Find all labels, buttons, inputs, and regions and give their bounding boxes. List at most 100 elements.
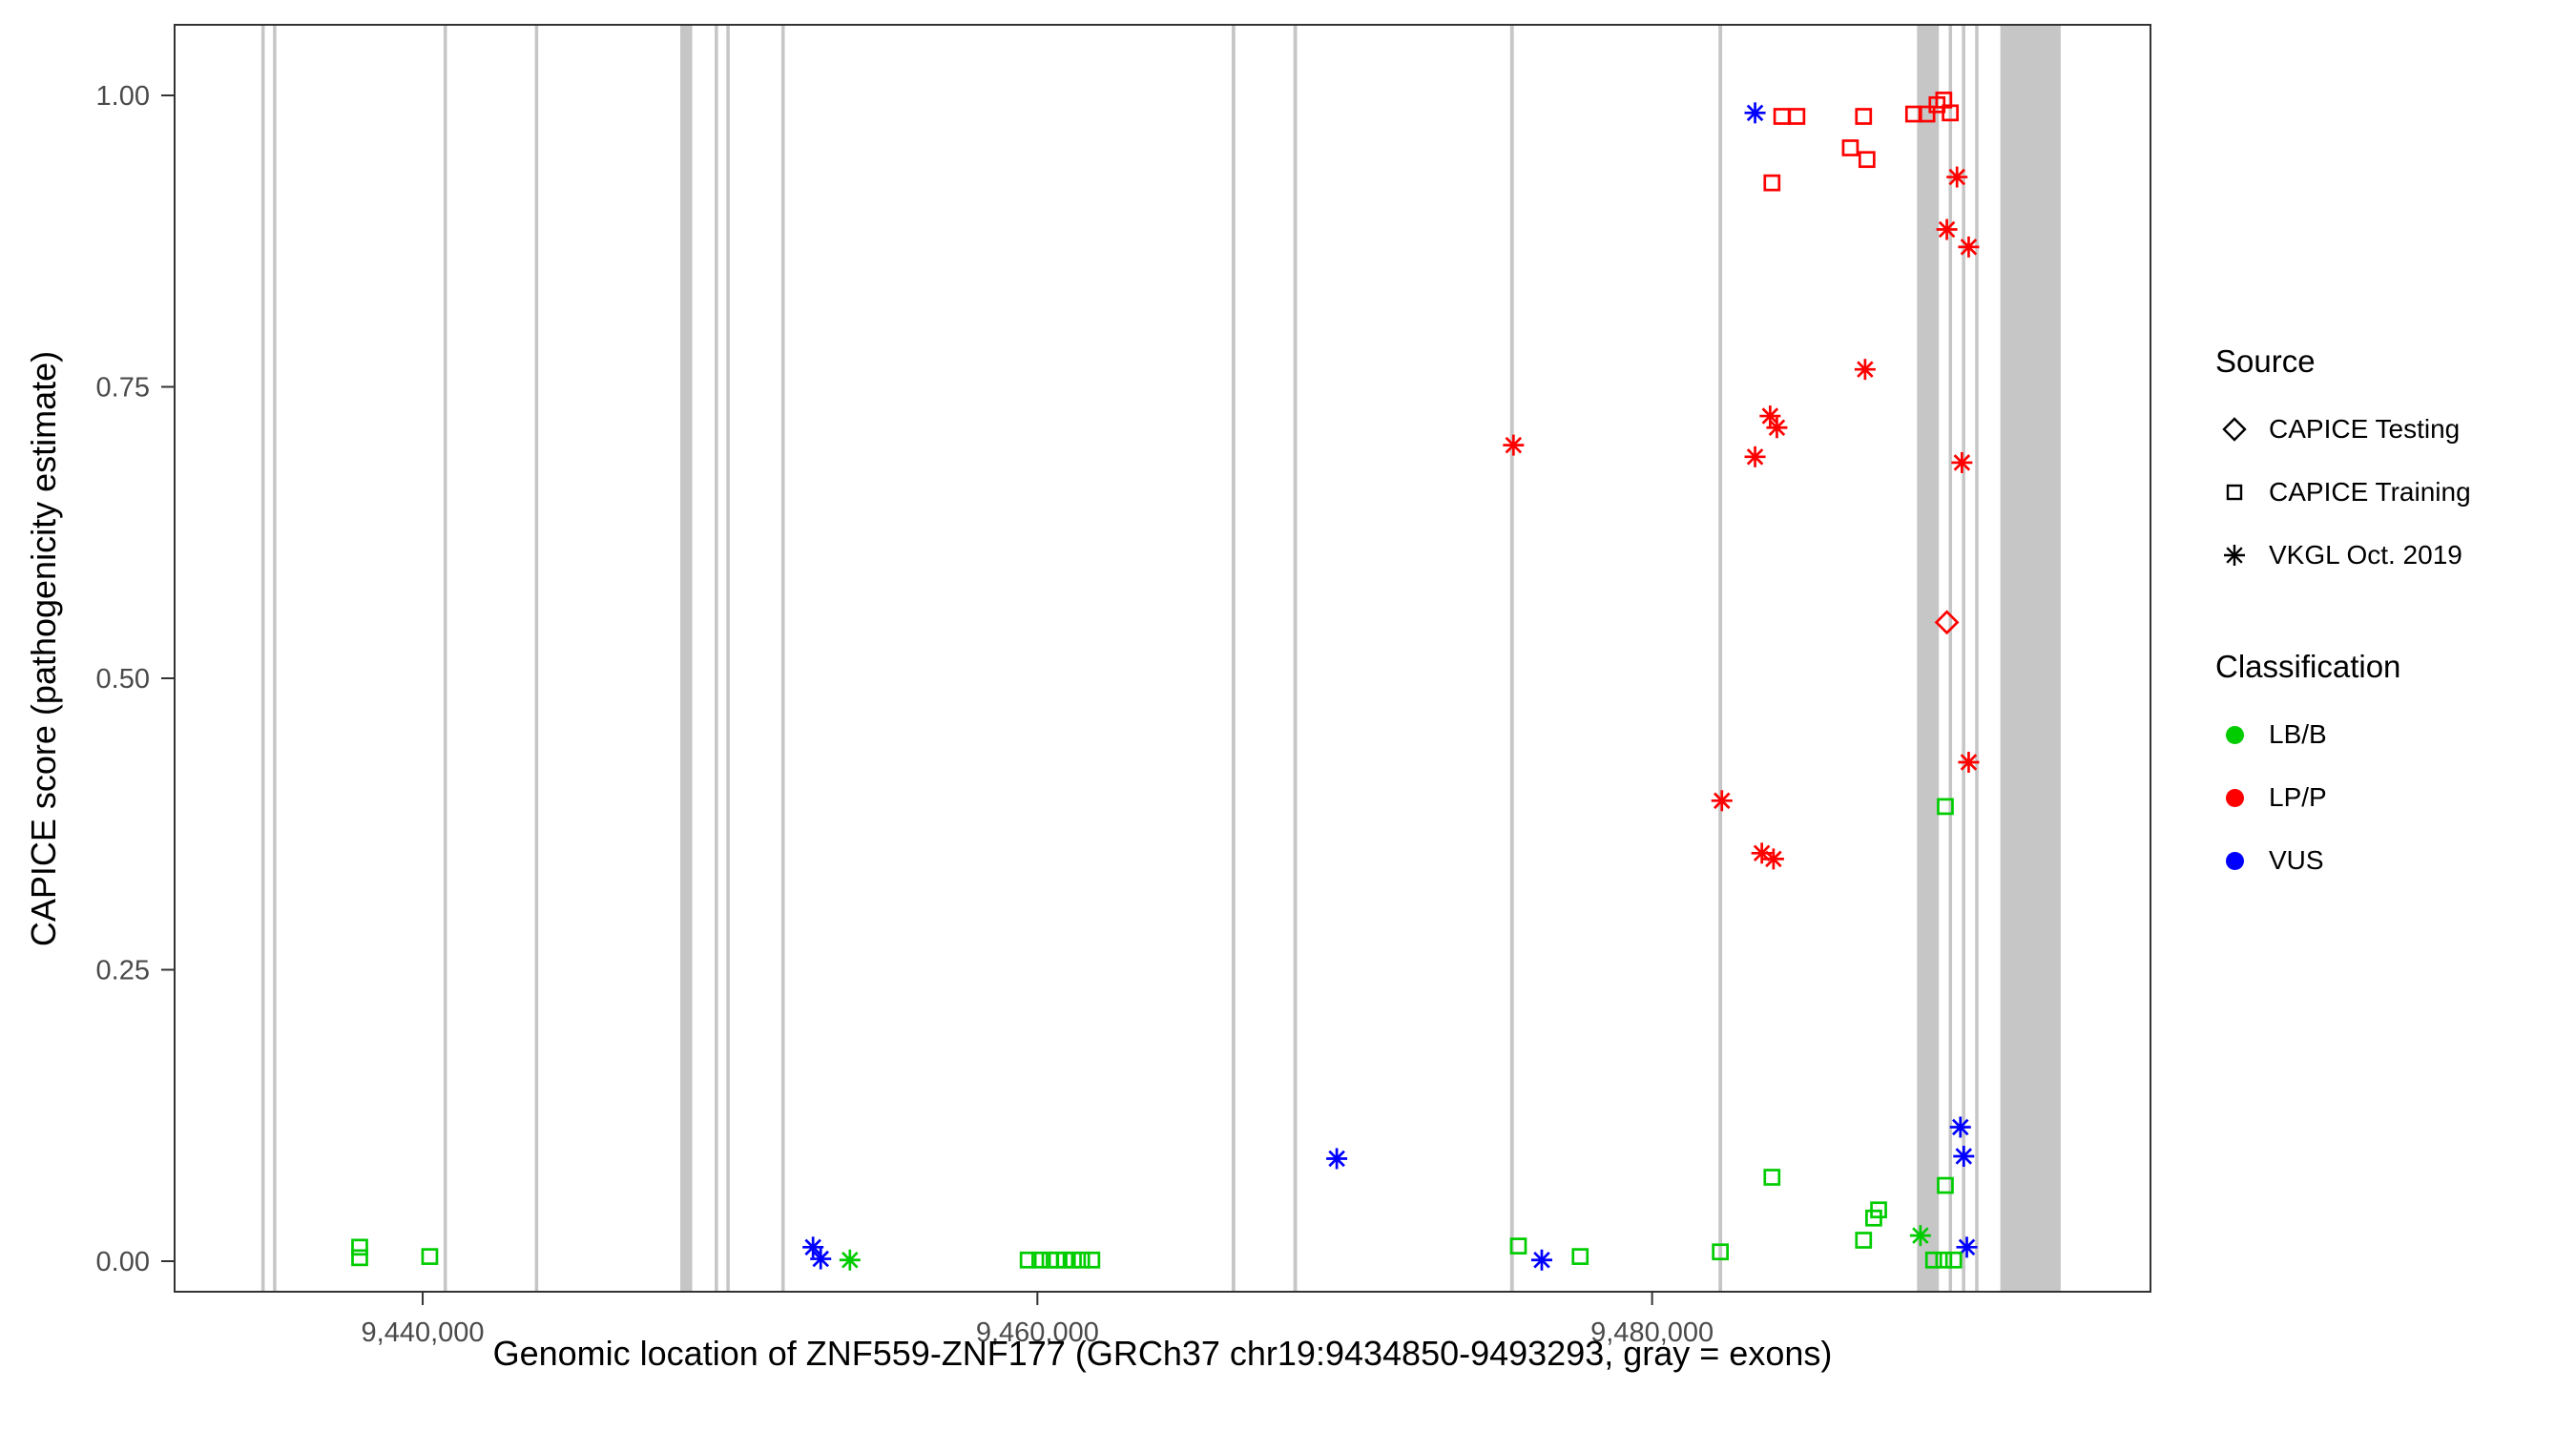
legend-item-label: VUS: [2269, 845, 2324, 875]
legend-item-capice-training: CAPICE Training: [2215, 467, 2471, 517]
data-point-square: [1937, 1176, 1954, 1194]
exon-bar: [273, 25, 277, 1292]
exon-bar: [1962, 25, 1965, 1292]
legend-item-label: LP/P: [2269, 782, 2327, 812]
legend-item-label: LB/B: [2269, 719, 2327, 749]
data-point-square: [1858, 151, 1876, 169]
diamond-icon: [2215, 415, 2254, 444]
exon-bar: [726, 25, 730, 1292]
exon-bar: [260, 25, 265, 1292]
red-dot-icon: [2215, 788, 2254, 807]
legend-classification-title: Classification: [2215, 649, 2401, 684]
data-point-square: [1773, 108, 1791, 125]
exon-bar: [715, 25, 718, 1292]
exon-bar: [1917, 25, 1940, 1292]
data-point-square: [1855, 108, 1873, 125]
data-point-square: [351, 1238, 368, 1256]
y-tick-label: 0.50: [96, 664, 150, 695]
data-point-square: [351, 1249, 368, 1267]
legend: Source CAPICE Testing CAPICE Training: [2215, 343, 2471, 899]
exon-bar: [443, 25, 447, 1292]
data-point-square: [1944, 1251, 1963, 1269]
data-point-asterisk: [1951, 1118, 1969, 1136]
exon-bar: [1718, 25, 1723, 1292]
data-point-asterisk: [1533, 1252, 1550, 1269]
y-tick-label: 0.75: [96, 373, 150, 404]
exon-bar: [1293, 25, 1298, 1292]
y-axis-title: CAPICE score (pathogenicity estimate): [24, 350, 63, 947]
square-icon: [2215, 478, 2254, 507]
exon-bar: [1948, 25, 1953, 1292]
data-point-asterisk: [1328, 1150, 1345, 1168]
exon-bar: [1231, 25, 1236, 1292]
data-point-asterisk: [1955, 1148, 1973, 1165]
data-point-asterisk: [1505, 436, 1523, 454]
data-point-asterisk: [1765, 850, 1782, 868]
data-point-square: [1855, 1232, 1873, 1249]
data-point-diamond: [1934, 610, 1960, 635]
exon-bar: [2000, 25, 2061, 1292]
y-tick-label: 1.00: [96, 81, 150, 112]
legend-item-capice-testing: CAPICE Testing: [2215, 404, 2471, 454]
data-point-asterisk: [1960, 754, 1978, 771]
y-tick-label: 0.25: [96, 956, 150, 986]
legend-classification: Classification LB/B LP/P VUS: [2215, 649, 2471, 885]
data-point-asterisk: [1948, 168, 1965, 186]
data-point-asterisk: [1753, 844, 1771, 862]
x-axis-title: Genomic location of ZNF559-ZNF177 (GRCh3…: [492, 1334, 1833, 1373]
green-dot-icon: [2215, 725, 2254, 744]
data-point-asterisk: [1960, 238, 1978, 256]
legend-item-label: CAPICE Testing: [2269, 414, 2461, 444]
data-point-square: [1918, 105, 1936, 123]
data-point-square: [1019, 1251, 1037, 1269]
data-point-square: [1924, 1251, 1942, 1269]
exon-bar: [679, 25, 693, 1292]
data-point-square: [1712, 1243, 1730, 1261]
data-point-square: [1031, 1251, 1049, 1269]
legend-item-vus: VUS: [2215, 836, 2471, 885]
data-point-square: [1763, 174, 1781, 192]
legend-item-vkgl: VKGL Oct. 2019: [2215, 530, 2471, 580]
data-point-asterisk: [1746, 448, 1764, 466]
exon-bar: [780, 25, 785, 1292]
data-point-asterisk: [804, 1238, 821, 1256]
data-point-square: [1571, 1248, 1589, 1265]
data-point-square: [1509, 1237, 1527, 1255]
legend-item-lpp: LP/P: [2215, 773, 2471, 822]
x-tick-label: 9,460,000: [976, 1317, 1099, 1348]
data-point-square: [1072, 1251, 1091, 1269]
legend-source: Source CAPICE Testing CAPICE Training: [2215, 343, 2471, 580]
data-point-asterisk: [1857, 361, 1874, 378]
data-point-square: [1841, 139, 1859, 156]
data-point-square: [1083, 1251, 1101, 1269]
legend-item-lbb: LB/B: [2215, 710, 2471, 759]
data-point-asterisk: [1953, 454, 1971, 471]
x-tick-label: 9,480,000: [1590, 1317, 1714, 1348]
data-point-asterisk: [1938, 220, 1956, 238]
legend-source-title: Source: [2215, 343, 2316, 379]
data-point-square: [1763, 1169, 1781, 1186]
data-point-square: [1937, 798, 1954, 816]
blue-dot-icon: [2215, 851, 2254, 870]
asterisk-icon: [2215, 541, 2254, 570]
exon-bar: [1509, 25, 1514, 1292]
data-point-asterisk: [812, 1250, 829, 1268]
legend-item-label: CAPICE Training: [2269, 477, 2471, 507]
data-point-asterisk: [1768, 419, 1786, 437]
panel-border: [174, 24, 2151, 1293]
legend-item-label: VKGL Oct. 2019: [2269, 540, 2462, 570]
x-tick-label: 9,440,000: [362, 1317, 485, 1348]
data-point-asterisk: [1761, 407, 1779, 425]
data-point-asterisk: [1912, 1227, 1929, 1244]
data-point-asterisk: [1714, 792, 1731, 810]
data-point-asterisk: [1746, 104, 1764, 122]
data-point-square: [1870, 1201, 1887, 1219]
data-point-square: [1788, 108, 1806, 125]
exon-bar: [534, 25, 539, 1292]
data-point-asterisk: [841, 1252, 859, 1269]
data-point-square: [1942, 104, 1959, 122]
exon-bar: [1975, 25, 1979, 1292]
data-point-square: [1935, 1251, 1953, 1269]
